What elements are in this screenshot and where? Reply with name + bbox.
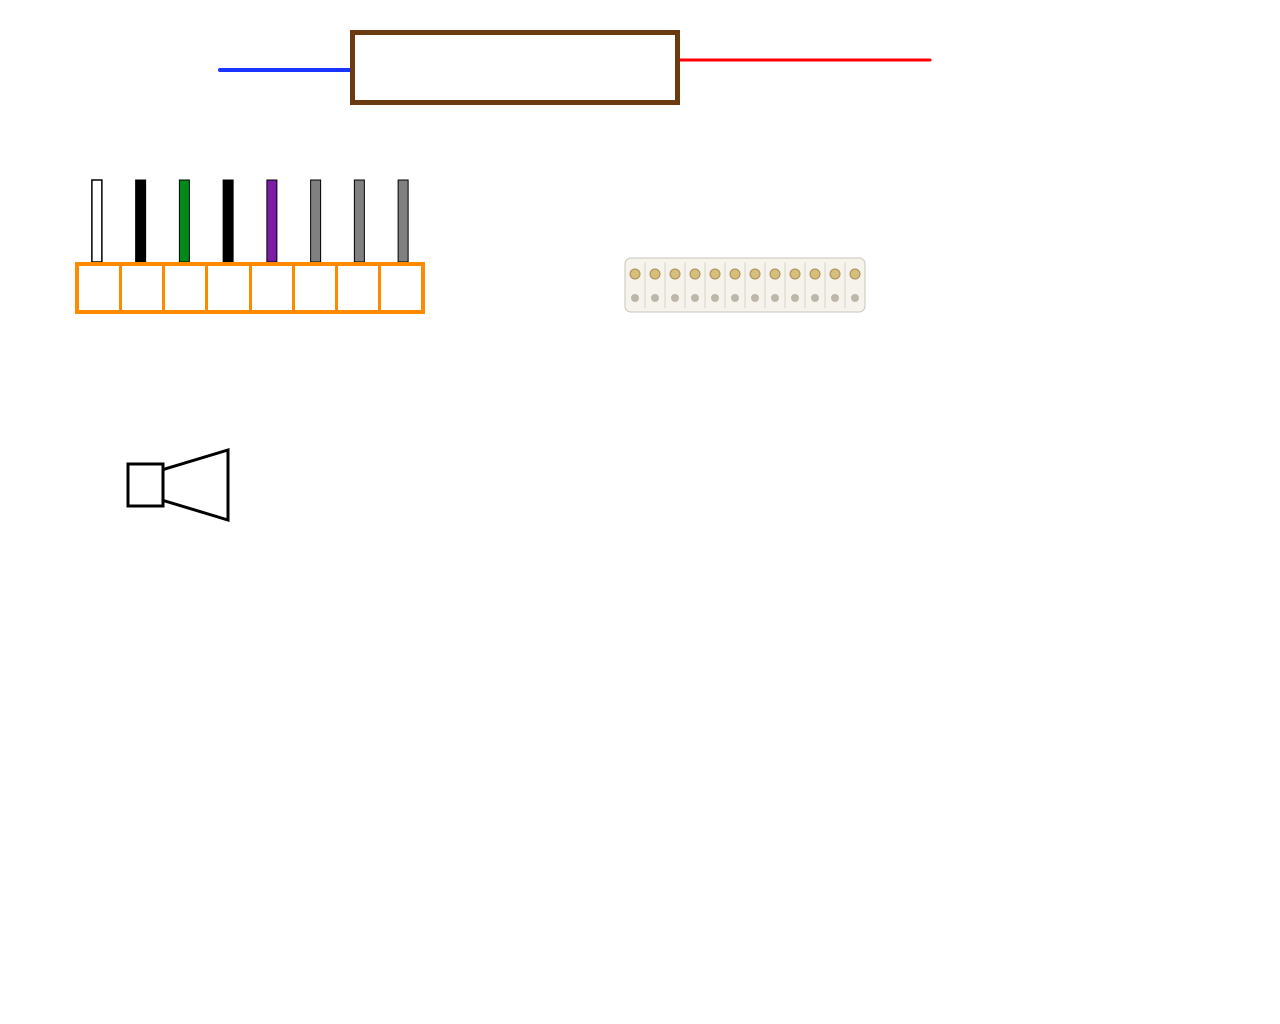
- radio-wire-stub-2: [179, 180, 189, 262]
- terminal-cell-3: [208, 266, 251, 310]
- wiring-layer: [0, 0, 1280, 1024]
- radio-wire-stub-7: [398, 180, 408, 262]
- terminal-cell-7: [381, 266, 421, 310]
- radio-wire-stub-6: [354, 180, 364, 262]
- terminal-block: [75, 262, 425, 314]
- radio-wire-stub-3: [223, 180, 233, 262]
- terminal-cell-2: [165, 266, 208, 310]
- radio-box: [350, 30, 680, 105]
- terminal-cell-0: [79, 266, 122, 310]
- terminal-cell-1: [122, 266, 165, 310]
- terminal-strip-icon: [625, 258, 865, 312]
- radio-wire-stub-0: [92, 180, 102, 262]
- terminal-cell-5: [295, 266, 338, 310]
- radio-wire-stub-1: [136, 180, 146, 262]
- radio-wire-stub-4: [267, 180, 277, 262]
- speaker-fl_dash: [128, 450, 228, 520]
- terminal-cell-4: [252, 266, 295, 310]
- radio-wire-stub-5: [311, 180, 321, 262]
- terminal-cell-6: [338, 266, 381, 310]
